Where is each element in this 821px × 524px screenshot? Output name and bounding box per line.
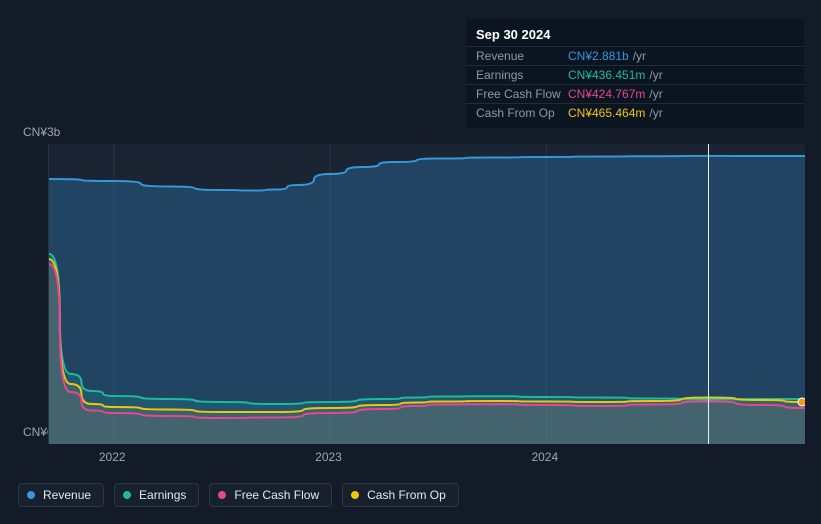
tooltip-row-label: Earnings	[476, 68, 568, 82]
tooltip-row-unit: /yr	[633, 49, 646, 63]
hover-tooltip: Sep 30 2024 RevenueCN¥2.881b/yrEarningsC…	[466, 19, 804, 128]
chart-plot-area[interactable]	[48, 144, 805, 444]
x-axis-tick: 2024	[531, 450, 558, 464]
legend-swatch-icon	[218, 491, 226, 499]
tooltip-row-label: Cash From Op	[476, 106, 568, 120]
x-axis-tick: 2022	[99, 450, 126, 464]
legend-item-label: Cash From Op	[367, 488, 446, 502]
tooltip-row-value: CN¥2.881b	[568, 49, 629, 63]
tooltip-row: Cash From OpCN¥465.464m/yr	[466, 103, 804, 122]
legend-item[interactable]: Free Cash Flow	[209, 483, 332, 507]
tooltip-row-value: CN¥424.767m	[568, 87, 645, 101]
chart-svg	[49, 144, 805, 444]
tooltip-date: Sep 30 2024	[466, 25, 804, 46]
tooltip-row-label: Free Cash Flow	[476, 87, 568, 101]
x-axis-tick: 2023	[315, 450, 342, 464]
tooltip-row: RevenueCN¥2.881b/yr	[466, 46, 804, 65]
tooltip-row-value: CN¥465.464m	[568, 106, 645, 120]
legend-item-label: Revenue	[43, 488, 91, 502]
tooltip-row: Free Cash FlowCN¥424.767m/yr	[466, 84, 804, 103]
hover-cursor-line	[708, 144, 709, 444]
y-axis-label-max: CN¥3b	[23, 125, 60, 139]
legend-item[interactable]: Earnings	[114, 483, 199, 507]
legend-swatch-icon	[27, 491, 35, 499]
legend-swatch-icon	[123, 491, 131, 499]
tooltip-row-unit: /yr	[649, 87, 662, 101]
tooltip-row-label: Revenue	[476, 49, 568, 63]
legend-item[interactable]: Revenue	[18, 483, 104, 507]
legend-item[interactable]: Cash From Op	[342, 483, 459, 507]
tooltip-row-unit: /yr	[649, 106, 662, 120]
legend-item-label: Free Cash Flow	[234, 488, 319, 502]
legend-item-label: Earnings	[139, 488, 186, 502]
legend-swatch-icon	[351, 491, 359, 499]
tooltip-row: EarningsCN¥436.451m/yr	[466, 65, 804, 84]
tooltip-row-value: CN¥436.451m	[568, 68, 645, 82]
tooltip-row-unit: /yr	[649, 68, 662, 82]
legend: Revenue Earnings Free Cash Flow Cash From O…	[18, 483, 459, 507]
